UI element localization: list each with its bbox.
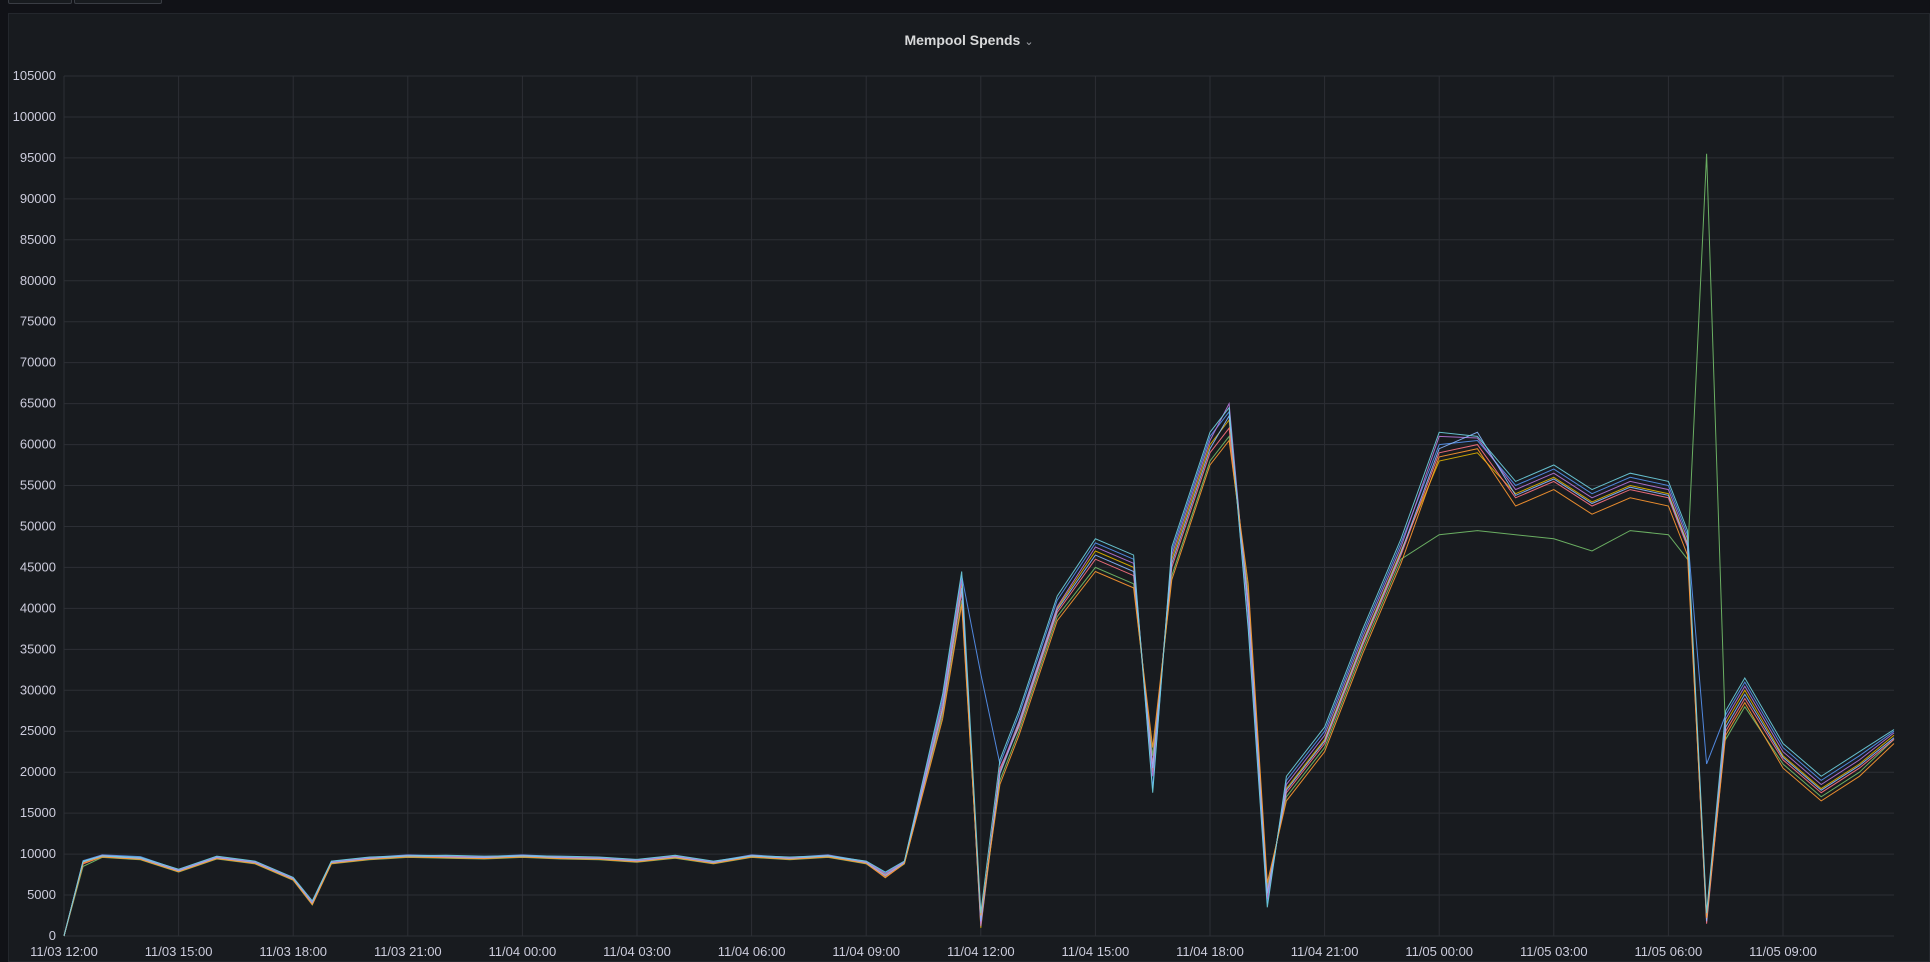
grid-layer (63, 75, 1894, 937)
y-tick-label: 85000 (20, 232, 56, 247)
series-line (63, 418, 1895, 937)
y-tick-label: 45000 (20, 559, 56, 574)
y-tick-label: 70000 (20, 355, 56, 370)
y-tick-label: 90000 (20, 191, 56, 206)
series-line (63, 401, 1895, 937)
y-tick-label: 20000 (20, 764, 56, 779)
y-tick-label: 105000 (13, 68, 56, 83)
y-tick-label: 10000 (20, 846, 56, 861)
x-tick-label: 11/03 15:00 (145, 944, 213, 959)
series-lines (63, 153, 1895, 937)
x-tick-label: 11/04 03:00 (603, 944, 671, 959)
y-tick-label: 65000 (20, 396, 56, 411)
y-tick-label: 50000 (20, 518, 56, 533)
y-tick-label: 30000 (20, 682, 56, 697)
y-tick-label: 60000 (20, 437, 56, 452)
x-tick-label: 11/04 00:00 (489, 944, 557, 959)
x-tick-label: 11/05 03:00 (1520, 944, 1588, 959)
chevron-down-icon[interactable]: ⌄ (1024, 36, 1034, 48)
y-tick-label: 40000 (20, 600, 56, 615)
panel-title-text: Mempool Spends (904, 32, 1021, 48)
series-line (63, 414, 1895, 937)
x-tick-label: 11/03 18:00 (259, 944, 327, 959)
y-tick-label: 100000 (13, 109, 56, 124)
toolbar-button-right[interactable] (74, 0, 162, 4)
panel-title[interactable]: Mempool Spends ⌄ (9, 32, 1929, 48)
x-tick-label: 11/05 09:00 (1749, 944, 1817, 959)
x-tick-label: 11/04 09:00 (832, 944, 900, 959)
y-tick-label: 5000 (27, 887, 56, 902)
x-tick-label: 11/03 21:00 (374, 944, 442, 959)
y-axis-ticks: 0 5000 10000 15000 20000 25000 30000 35000 40000… (13, 68, 56, 943)
y-tick-label: 75000 (20, 314, 56, 329)
y-tick-label: 95000 (20, 150, 56, 165)
x-tick-label: 11/04 18:00 (1176, 944, 1244, 959)
x-tick-label: 11/04 06:00 (718, 944, 786, 959)
x-tick-label: 11/04 21:00 (1291, 944, 1359, 959)
x-tick-label: 11/05 06:00 (1635, 944, 1703, 959)
x-tick-label: 11/05 00:00 (1405, 944, 1473, 959)
x-tick-label: 11/04 15:00 (1062, 944, 1130, 959)
series-line (63, 426, 1895, 937)
y-tick-label: 55000 (20, 478, 56, 493)
series-line (63, 153, 1895, 937)
series-line (63, 439, 1895, 937)
chart-panel: Mempool Spends ⌄ (8, 13, 1930, 962)
y-tick-label: 0 (49, 928, 56, 943)
x-tick-label: 11/04 12:00 (947, 944, 1015, 959)
y-tick-label: 15000 (20, 805, 56, 820)
series-line (63, 406, 1895, 937)
x-tick-label: 11/03 12:00 (30, 944, 98, 959)
y-tick-label: 35000 (20, 641, 56, 656)
x-axis-ticks: 11/03 12:00 11/03 15:00 11/03 18:00 11/03 2… (30, 944, 1817, 959)
toolbar-button-left[interactable] (8, 0, 72, 4)
y-tick-label: 25000 (20, 723, 56, 738)
y-tick-label: 80000 (20, 273, 56, 288)
